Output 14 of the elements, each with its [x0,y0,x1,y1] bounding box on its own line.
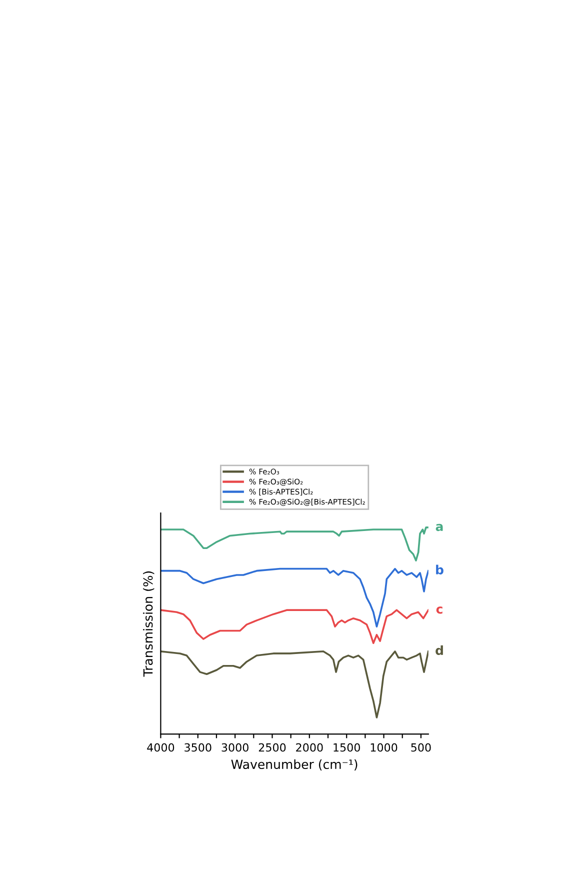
x-tick-label: 2500 [258,743,286,752]
x-tick-label: 3500 [184,743,212,752]
x-tick-label: 1000 [370,743,398,752]
text: b [436,564,444,574]
x-tick-label: 3000 [222,743,248,752]
x-tick-label: 500 [411,743,431,752]
text: d [436,645,443,656]
x-tick-label: 4000 [147,743,174,752]
text: a [436,524,443,532]
y-axis-title: Transmission (%) [143,571,154,677]
x-tick-label: 1500 [334,743,360,752]
x-axis-title: Wavenumber (cm⁻¹) [231,759,358,771]
x-tick-label: 2000 [296,743,323,752]
text: c [436,606,442,614]
